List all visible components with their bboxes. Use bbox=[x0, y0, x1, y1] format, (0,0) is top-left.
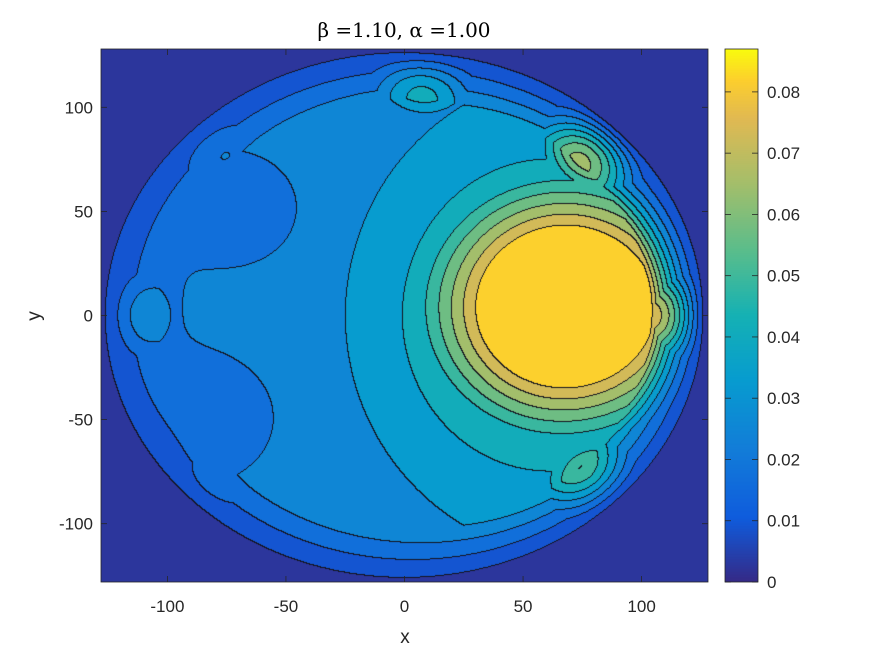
x-tick-label: -50 bbox=[274, 597, 299, 616]
colorbar-tick-label: 0.08 bbox=[767, 83, 800, 102]
x-tick-label: 0 bbox=[400, 597, 409, 616]
contour-field bbox=[101, 49, 708, 582]
x-tick-label: 50 bbox=[514, 597, 533, 616]
y-axis: -100 -50 0 50 100 bbox=[59, 98, 708, 534]
chart-title: β =1.10, α =1.00 bbox=[317, 18, 490, 42]
colorbar-tick-label: 0.03 bbox=[767, 389, 800, 408]
colorbar-tick-label: 0.01 bbox=[767, 512, 800, 531]
colorbar-tick-label: 0.05 bbox=[767, 267, 800, 286]
x-tick-label: 100 bbox=[627, 597, 655, 616]
colorbar-gradient bbox=[725, 49, 758, 582]
y-tick-label: 50 bbox=[74, 202, 93, 221]
colorbar-tick-label: 0.07 bbox=[767, 144, 800, 163]
x-axis: -100 -50 0 50 100 bbox=[150, 49, 656, 616]
y-tick-label: -100 bbox=[59, 515, 93, 534]
x-tick-label: -100 bbox=[150, 597, 184, 616]
colorbar-frame bbox=[724, 48, 759, 583]
colorbar-tick-label: 0.02 bbox=[767, 450, 800, 469]
colorbar-tick-label: 0.06 bbox=[767, 205, 800, 224]
y-axis-label: y bbox=[24, 311, 45, 321]
colorbar: 0 0.01 0.02 0.03 0.04 0.05 0.06 0.07 0.08 bbox=[724, 48, 800, 592]
y-tick-label: -50 bbox=[68, 411, 93, 430]
y-tick-label: 100 bbox=[65, 98, 93, 117]
colorbar-tick-label: 0.04 bbox=[767, 328, 800, 347]
plot-area bbox=[100, 48, 709, 583]
y-tick-label: 0 bbox=[84, 307, 93, 326]
colorbar-tick-label: 0 bbox=[767, 573, 776, 592]
x-axis-label: x bbox=[400, 627, 410, 648]
